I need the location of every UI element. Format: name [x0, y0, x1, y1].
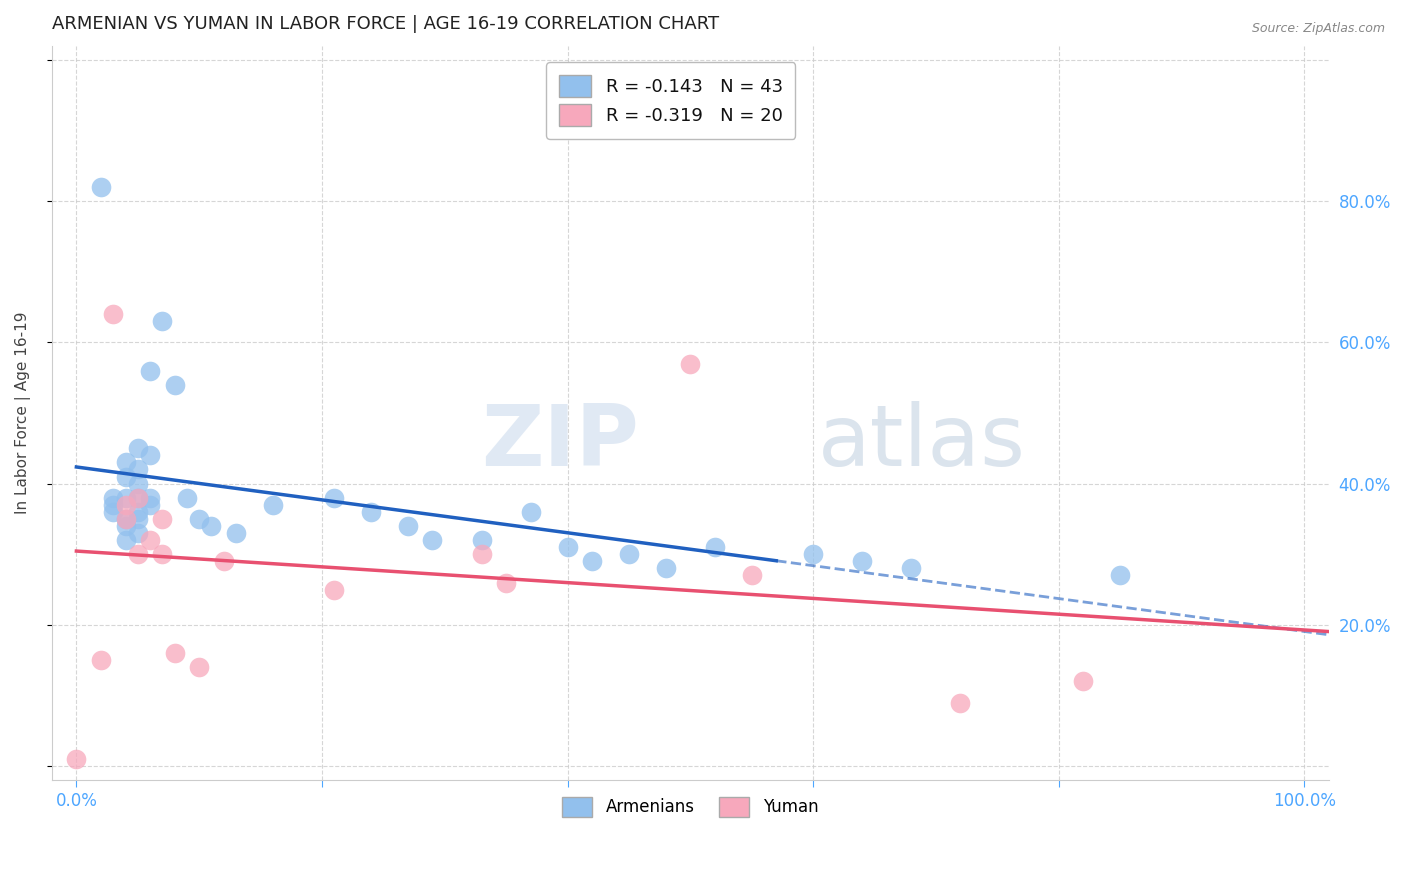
- Point: [139, 363, 162, 377]
- Point: [65, 752, 87, 766]
- Point: [114, 519, 136, 533]
- Point: [103, 498, 125, 512]
- Point: [188, 660, 211, 674]
- Point: [471, 547, 494, 561]
- Text: ZIP: ZIP: [481, 401, 640, 483]
- Point: [127, 505, 149, 519]
- Point: [900, 561, 922, 575]
- Point: [103, 505, 125, 519]
- Point: [114, 498, 136, 512]
- Point: [519, 505, 541, 519]
- Legend: Armenians, Yuman: Armenians, Yuman: [553, 787, 828, 827]
- Point: [127, 526, 149, 541]
- Point: [212, 554, 235, 568]
- Point: [127, 512, 149, 526]
- Point: [90, 180, 112, 194]
- Point: [949, 696, 972, 710]
- Point: [139, 449, 162, 463]
- Point: [163, 377, 186, 392]
- Point: [127, 462, 149, 476]
- Point: [188, 512, 211, 526]
- Point: [139, 491, 162, 505]
- Point: [200, 519, 222, 533]
- Point: [103, 491, 125, 505]
- Point: [114, 491, 136, 505]
- Text: ARMENIAN VS YUMAN IN LABOR FORCE | AGE 16-19 CORRELATION CHART: ARMENIAN VS YUMAN IN LABOR FORCE | AGE 1…: [52, 15, 718, 33]
- Point: [495, 575, 517, 590]
- Point: [139, 498, 162, 512]
- Point: [127, 442, 149, 456]
- Point: [1071, 674, 1094, 689]
- Point: [679, 357, 702, 371]
- Point: [323, 582, 346, 597]
- Point: [323, 491, 346, 505]
- Point: [150, 314, 173, 328]
- Point: [581, 554, 603, 568]
- Point: [360, 505, 382, 519]
- Point: [471, 533, 494, 548]
- Point: [655, 561, 678, 575]
- Point: [150, 547, 173, 561]
- Point: [851, 554, 873, 568]
- Text: Source: ZipAtlas.com: Source: ZipAtlas.com: [1251, 22, 1385, 36]
- Point: [90, 653, 112, 667]
- Point: [114, 469, 136, 483]
- Point: [127, 491, 149, 505]
- Point: [617, 547, 640, 561]
- Text: atlas: atlas: [818, 401, 1026, 483]
- Point: [114, 512, 136, 526]
- Point: [114, 512, 136, 526]
- Point: [127, 491, 149, 505]
- Point: [150, 512, 173, 526]
- Point: [114, 533, 136, 548]
- Point: [741, 568, 763, 582]
- Y-axis label: In Labor Force | Age 16-19: In Labor Force | Age 16-19: [15, 311, 31, 514]
- Point: [703, 540, 725, 554]
- Point: [801, 547, 824, 561]
- Point: [127, 547, 149, 561]
- Point: [225, 526, 247, 541]
- Point: [127, 476, 149, 491]
- Point: [139, 533, 162, 548]
- Point: [103, 307, 125, 321]
- Point: [114, 455, 136, 469]
- Point: [396, 519, 419, 533]
- Point: [262, 498, 284, 512]
- Point: [176, 491, 198, 505]
- Point: [1109, 568, 1132, 582]
- Point: [557, 540, 579, 554]
- Point: [163, 646, 186, 660]
- Point: [422, 533, 444, 548]
